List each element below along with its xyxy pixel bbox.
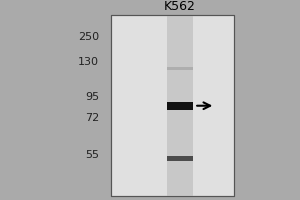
Bar — [111, 15, 234, 196]
Bar — [111, 15, 234, 196]
Text: 95: 95 — [85, 92, 99, 102]
Text: 55: 55 — [85, 150, 99, 160]
Bar — [167, 102, 193, 110]
Bar — [167, 15, 193, 196]
Text: K562: K562 — [164, 0, 196, 13]
Bar — [167, 67, 193, 70]
Text: 72: 72 — [85, 113, 99, 123]
Text: 130: 130 — [78, 57, 99, 67]
Text: 250: 250 — [78, 32, 99, 42]
Bar — [167, 156, 193, 161]
